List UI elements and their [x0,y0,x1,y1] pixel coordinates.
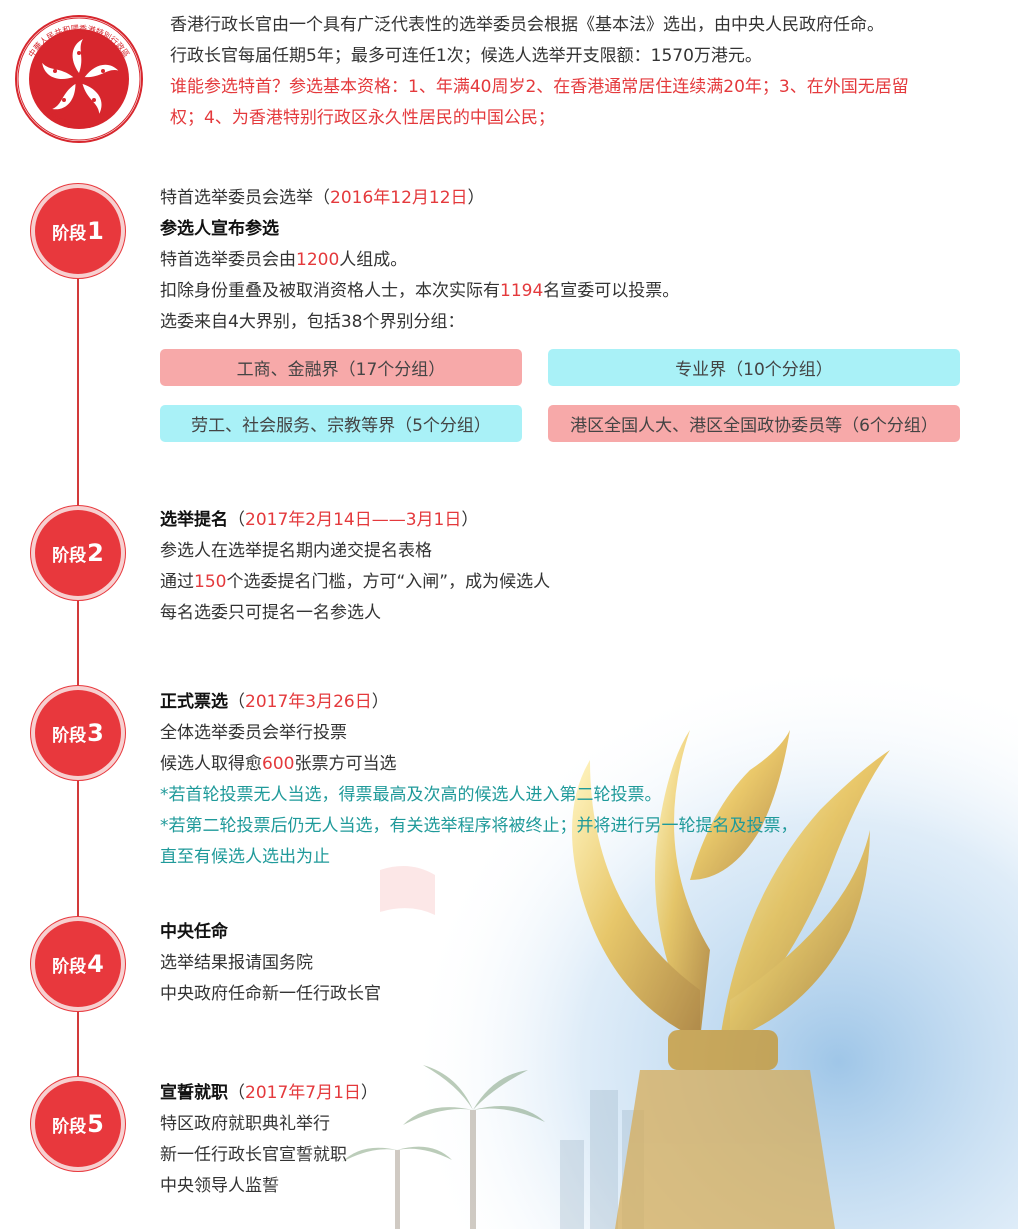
stage-1-line-3: 选委来自4大界别，包括38个界别分组： [160,312,465,332]
stage-4-line-1: 选举结果报请国务院 [160,953,313,973]
stage-5-heading: 宣誓就职（2017年7月1日） [160,1083,378,1103]
stage-1-line-1: 特首选举委员会由1200人组成。 [160,250,408,270]
stage-2-heading: 选举提名（2017年2月14日——3月1日） [160,510,479,530]
stage-badge-1: 阶段 1 [35,188,121,274]
intro-line-1: 香港行政长官由一个具有广泛代表性的选举委员会根据《基本法》选出，由中央人民政府任… [170,15,884,35]
stage-4-title: 中央任命 [160,922,228,942]
stage-3-heading: 正式票选（2017年3月26日） [160,692,389,712]
stage-1-title: 参选人宣布参选 [160,219,279,239]
stage-5-line-1: 特区政府就职典礼举行 [160,1114,330,1134]
stage-badge-4: 阶段 4 [35,921,121,1007]
stage-2-line-2: 通过150个选委提名门槛，方可“入闸”，成为候选人 [160,572,551,592]
sector-commercial-financial: 工商、金融界（17个分组） [160,349,522,386]
intro-line-4: 权；4、为香港特别行政区永久性居民的中国公民； [170,108,555,128]
stage-3-note-2: *若第二轮投票后仍无人当选，有关选举程序将被终止；并将进行另一轮提名及投票， [160,816,798,836]
stage-1-heading: 特首选举委员会选举（2016年12月12日） [160,188,485,208]
intro-text: 香港行政长官由一个具有广泛代表性的选举委员会根据《基本法》选出，由中央人民政府任… [170,10,1000,134]
stage-5-line-3: 中央领导人监誓 [160,1176,279,1196]
stage-4-line-2: 中央政府任命新一任行政长官 [160,984,381,1004]
sector-labour-social-religious: 劳工、社会服务、宗教等界（5个分组） [160,405,522,442]
stage-badge-2: 阶段 2 [35,510,121,596]
stage-badge-5: 阶段 5 [35,1081,121,1167]
stage-badge-3: 阶段 3 [35,690,121,776]
stage-3-line-1: 全体选举委员会举行投票 [160,723,347,743]
intro-line-2: 行政长官每届任期5年；最多可连任1次；候选人选举开支限额：1570万港元。 [170,46,762,66]
stage-3-line-2: 候选人取得愈600张票方可当选 [160,754,397,774]
stage-2-content: 选举提名（2017年2月14日——3月1日） 参选人在选举提名期内递交提名表格 … [160,505,550,629]
hong-kong-emblem: 中華人民共和國香港特別行政區 HONG KONG [15,15,143,143]
sector-npc-cppcc: 港区全国人大、港区全国政协委员等（6个分组） [548,405,960,442]
stage-5-content: 宣誓就职（2017年7月1日） 特区政府就职典礼举行 新一任行政长官宣誓就职 中… [160,1078,378,1202]
stage-3-note-1: *若首轮投票无人当选，得票最高及次高的候选人进入第二轮投票。 [160,785,662,805]
stage-2-line-1: 参选人在选举提名期内递交提名表格 [160,541,432,561]
stage-3-note-3: 直至有候选人选出为止 [160,847,330,867]
intro-line-3: 谁能参选特首？参选基本资格：1、年满40周岁2、在香港通常居住连续满20年；3、… [170,77,909,97]
stage-5-line-2: 新一任行政长官宣誓就职 [160,1145,347,1165]
sector-professional: 专业界（10个分组） [548,349,960,386]
stage-2-line-3: 每名选委只可提名一名参选人 [160,603,381,623]
stage-1-content: 特首选举委员会选举（2016年12月12日） 参选人宣布参选 特首选举委员会由1… [160,183,679,338]
stage-4-content: 中央任命 选举结果报请国务院 中央政府任命新一任行政长官 [160,917,381,1010]
timeline-line [77,230,79,1130]
stage-3-content: 正式票选（2017年3月26日） 全体选举委员会举行投票 候选人取得愈600张票… [160,687,798,873]
stage-1-line-2: 扣除身份重叠及被取消资格人士，本次实际有1194名宣委可以投票。 [160,281,680,301]
